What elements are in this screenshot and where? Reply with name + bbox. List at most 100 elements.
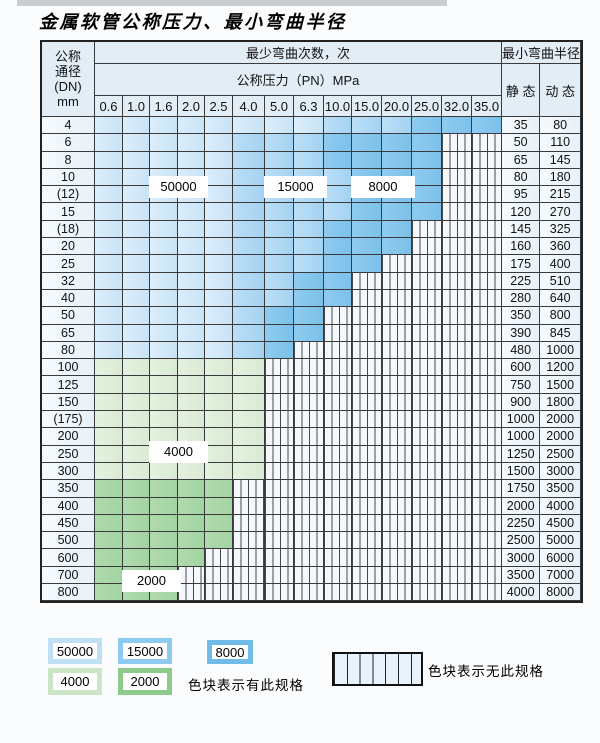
no-spec-cell <box>324 532 352 550</box>
spec-cell <box>324 238 352 256</box>
pressure-value-header: 25.0 <box>412 96 442 117</box>
no-spec-cell <box>442 238 472 256</box>
no-spec-cell <box>324 324 352 342</box>
no-spec-cell <box>382 341 412 360</box>
no-spec-cell <box>442 549 472 567</box>
spec-cell <box>123 532 150 550</box>
no-spec-cell <box>265 549 294 567</box>
pressure-value-header: 2.0 <box>178 96 205 117</box>
no-spec-cell <box>294 497 324 515</box>
no-spec-cell <box>294 359 324 377</box>
no-spec-cell <box>472 549 502 567</box>
spec-cell <box>95 186 123 204</box>
spec-cell <box>178 480 205 498</box>
dynamic-radius-cell: 400 <box>540 255 582 273</box>
spec-cell <box>442 117 472 135</box>
no-spec-cell <box>442 462 472 481</box>
spec-cell <box>265 324 294 342</box>
no-spec-cell <box>472 203 502 221</box>
dynamic-radius-cell: 800 <box>540 307 582 325</box>
spec-cell <box>123 289 150 308</box>
spec-cell <box>352 117 382 135</box>
cycles-header: 最少弯曲次数，次 <box>95 42 502 64</box>
no-spec-cell <box>382 428 412 446</box>
static-radius-cell: 4000 <box>502 584 541 602</box>
no-spec-cell <box>382 289 412 308</box>
dynamic-radius-cell: 145 <box>540 151 582 169</box>
spec-cell <box>233 359 265 377</box>
dn-cell: 300 <box>42 462 95 481</box>
spec-cell <box>95 168 123 187</box>
spec-cell <box>123 428 150 446</box>
static-radius-cell: 95 <box>502 186 541 204</box>
no-spec-cell <box>324 393 352 412</box>
spec-cell <box>233 255 265 273</box>
no-spec-cell <box>442 289 472 308</box>
static-radius-cell: 280 <box>502 289 541 308</box>
no-spec-cell <box>382 445 412 463</box>
spec-cell <box>150 117 178 135</box>
spec-cell <box>123 134 150 152</box>
no-spec-cell <box>382 480 412 498</box>
spec-cell <box>123 220 150 239</box>
spec-cell <box>95 411 123 429</box>
no-spec-cell <box>352 324 382 342</box>
spec-cell <box>178 272 205 290</box>
no-spec-cell <box>412 462 442 481</box>
spec-cell <box>95 532 123 550</box>
spec-cell <box>150 134 178 152</box>
spec-cell <box>233 289 265 308</box>
static-column-header: 静 态 <box>502 64 541 117</box>
no-spec-cell <box>472 272 502 290</box>
spec-cell <box>205 151 233 169</box>
no-spec-cell <box>324 497 352 515</box>
spec-cell <box>233 203 265 221</box>
no-spec-cell <box>233 549 265 567</box>
spec-cell <box>382 117 412 135</box>
spec-cell <box>205 462 233 481</box>
spec-cell <box>95 203 123 221</box>
dn-cell: 10 <box>42 168 95 187</box>
spec-row: 350 1750 3500 <box>42 480 582 498</box>
spec-cell <box>123 307 150 325</box>
no-spec-cell <box>352 307 382 325</box>
dn-cell: 450 <box>42 514 95 533</box>
spec-cell <box>412 134 442 152</box>
no-spec-cell <box>472 445 502 463</box>
no-spec-cell <box>472 532 502 550</box>
cycle-count-label: 4000 <box>149 441 208 464</box>
spec-cell <box>123 238 150 256</box>
spec-cell <box>150 480 178 498</box>
no-spec-cell <box>412 411 442 429</box>
spec-cell <box>205 376 233 394</box>
spec-row: 400 2000 4000 <box>42 497 582 515</box>
no-spec-cell <box>265 532 294 550</box>
no-spec-cell <box>472 376 502 394</box>
spec-cell <box>95 359 123 377</box>
no-spec-cell <box>382 497 412 515</box>
dynamic-radius-cell: 2000 <box>540 428 582 446</box>
spec-cell <box>233 134 265 152</box>
spec-cell <box>123 186 150 204</box>
pressure-value-header: 32.0 <box>442 96 472 117</box>
no-spec-cell <box>382 359 412 377</box>
spec-cell <box>178 393 205 412</box>
spec-row: 600 3000 6000 <box>42 549 582 567</box>
spec-cell <box>178 238 205 256</box>
spec-cell <box>265 255 294 273</box>
no-spec-cell <box>382 532 412 550</box>
spec-cell <box>178 532 205 550</box>
spec-cell <box>178 151 205 169</box>
spec-cell <box>150 549 178 567</box>
no-spec-cell <box>412 497 442 515</box>
spec-cell <box>123 411 150 429</box>
dn-cell: (12) <box>42 186 95 204</box>
spec-cell <box>150 393 178 412</box>
no-spec-cell <box>472 255 502 273</box>
no-spec-cell <box>442 359 472 377</box>
no-spec-cell <box>178 584 205 602</box>
spec-cell <box>178 307 205 325</box>
no-spec-cell <box>442 255 472 273</box>
legend-swatch-2000: 2000 <box>118 668 172 695</box>
no-spec-cell <box>442 411 472 429</box>
